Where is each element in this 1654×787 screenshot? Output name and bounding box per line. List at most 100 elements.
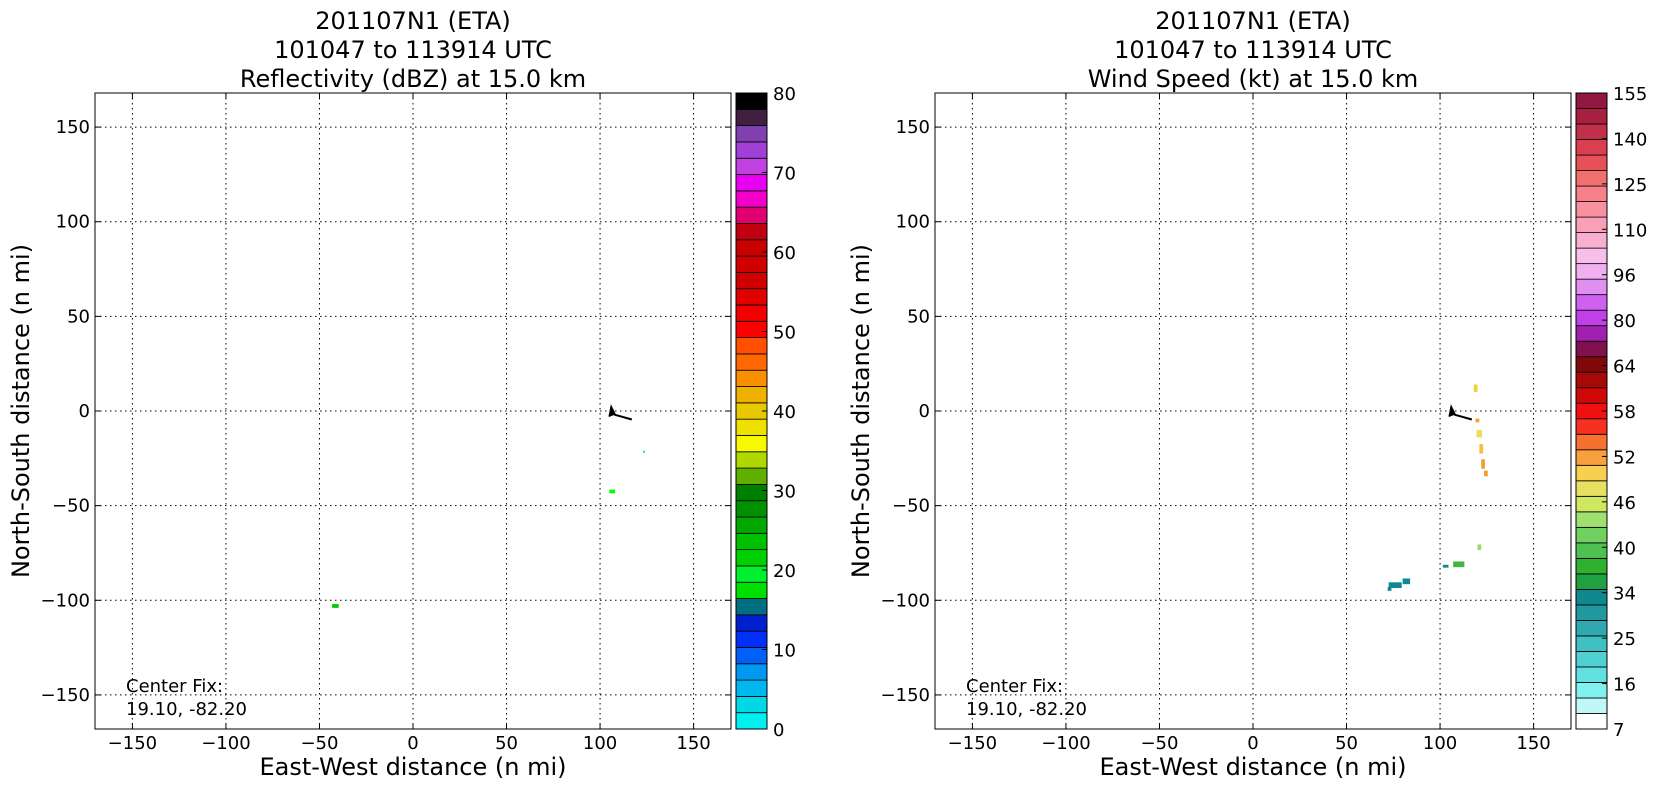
colorbar-tick-label: 58 <box>1613 402 1636 423</box>
chart-title-line: Reflectivity (dBZ) at 15.0 km <box>240 65 586 93</box>
data-point <box>1387 587 1392 591</box>
colorbar-segment <box>735 337 768 355</box>
y-tick-label: 150 <box>56 117 90 138</box>
colorbar-segment <box>1575 154 1608 171</box>
colorbar-segment <box>735 581 768 599</box>
y-tick-label: −150 <box>881 685 930 706</box>
colorbar-tick-label: 40 <box>1613 538 1636 559</box>
colorbar-segment <box>735 663 768 681</box>
colorbar-tick-label: 80 <box>1613 311 1636 332</box>
colorbar-segment <box>1575 557 1608 575</box>
colorbar-segment <box>735 304 768 322</box>
data-point <box>1481 459 1485 469</box>
chart-title-line: 101047 to 113914 UTC <box>1114 36 1392 64</box>
x-axis-label: East-West distance (n mi) <box>259 753 566 781</box>
x-tick-label: −150 <box>948 733 997 754</box>
colorbar-segment <box>735 500 768 518</box>
colorbar-segment <box>1575 123 1608 140</box>
colorbar-segment <box>735 320 768 339</box>
colorbar-tick-label: 40 <box>773 402 796 423</box>
data-point <box>1476 429 1483 438</box>
colorbar-segment <box>1575 325 1608 342</box>
x-tick-label: −100 <box>201 733 250 754</box>
colorbar-segment <box>735 614 768 632</box>
colorbar-segment <box>1575 201 1608 218</box>
x-axis-label: East-West distance (n mi) <box>1099 753 1406 781</box>
colorbar-tick-label: 64 <box>1613 357 1636 378</box>
colorbar-segment <box>1575 620 1608 637</box>
x-tick-label: 50 <box>495 733 518 754</box>
flight-track-marker <box>609 407 616 417</box>
colorbar-segment <box>1575 247 1608 265</box>
x-tick-label: −50 <box>300 733 338 754</box>
colorbar-tick-label: 52 <box>1613 447 1636 468</box>
center-fix-value: 19.10, -82.20 <box>126 699 247 720</box>
x-tick-label: 150 <box>676 733 710 754</box>
data-point <box>1453 561 1465 568</box>
colorbar-segment <box>1575 309 1608 327</box>
data-point <box>1484 470 1488 477</box>
colorbar-tick-label: 10 <box>773 641 796 662</box>
x-tick-label: −100 <box>1041 733 1090 754</box>
colorbar-segment <box>1575 495 1608 513</box>
colorbar-segment <box>735 483 768 502</box>
colorbar-segment <box>735 369 768 387</box>
colorbar-tick-label: 96 <box>1613 266 1636 287</box>
colorbar-segment <box>1575 278 1608 296</box>
data-point <box>1475 418 1480 423</box>
colorbar-segment <box>735 467 768 485</box>
colorbar-tick-label: 80 <box>773 84 796 105</box>
colorbar-segment <box>1575 216 1608 234</box>
colorbar-segment <box>1575 92 1608 109</box>
chart-title-line: 101047 to 113914 UTC <box>274 36 552 64</box>
colorbar-segment <box>735 174 768 192</box>
x-tick-label: 50 <box>1335 733 1358 754</box>
y-tick-label: 100 <box>896 212 930 233</box>
y-tick-label: 0 <box>79 401 90 422</box>
y-tick-label: 150 <box>896 117 930 138</box>
center-fix-label: Center Fix: <box>966 676 1063 697</box>
colorbar-segment <box>1575 108 1608 125</box>
colorbar-segment <box>1575 356 1608 373</box>
colorbar-segment <box>1575 480 1608 497</box>
data-point <box>1479 444 1484 454</box>
x-tick-label: 100 <box>1423 733 1457 754</box>
colorbar-segment <box>735 516 768 534</box>
colorbar-segment <box>735 108 768 127</box>
center-fix-value: 19.10, -82.20 <box>966 699 1087 720</box>
colorbar-tick-label: 7 <box>1613 720 1624 741</box>
colorbar-segment <box>1575 263 1608 280</box>
colorbar-tick-label: 50 <box>773 323 796 344</box>
colorbar-segment <box>735 190 768 208</box>
colorbar-segment <box>735 255 768 273</box>
colorbar-tick-label: 34 <box>1613 584 1636 605</box>
x-tick-label: −50 <box>1140 733 1178 754</box>
colorbar-tick-label: 140 <box>1613 129 1647 150</box>
colorbar-segment <box>735 418 768 436</box>
colorbar-segment <box>1575 418 1608 435</box>
colorbar-segment <box>735 679 768 697</box>
colorbar-tick-label: 30 <box>773 482 796 503</box>
colorbar-segment <box>1575 185 1608 202</box>
colorbar-segment <box>735 223 768 241</box>
colorbar-tick-label: 125 <box>1613 175 1647 196</box>
colorbar-segment <box>1575 713 1608 730</box>
y-tick-label: −50 <box>52 496 90 517</box>
data-point <box>643 450 646 453</box>
colorbar-tick-label: 70 <box>773 164 796 185</box>
data-point <box>1473 384 1478 393</box>
colorbar-segment <box>1575 651 1608 668</box>
y-tick-label: −100 <box>41 590 90 611</box>
colorbar-tick-label: 0 <box>773 720 784 741</box>
colorbar-segment <box>1575 511 1608 528</box>
panel-2 <box>934 92 1608 730</box>
colorbar-segment <box>735 435 768 453</box>
colorbar-tick-label: 155 <box>1613 84 1647 105</box>
colorbar-segment <box>1575 232 1608 249</box>
colorbar-segment <box>735 141 768 159</box>
data-point <box>1402 578 1411 585</box>
colorbar-segment <box>1575 139 1608 156</box>
data-point <box>1442 564 1449 568</box>
y-axis-label: North-South distance (n mi) <box>847 244 875 578</box>
